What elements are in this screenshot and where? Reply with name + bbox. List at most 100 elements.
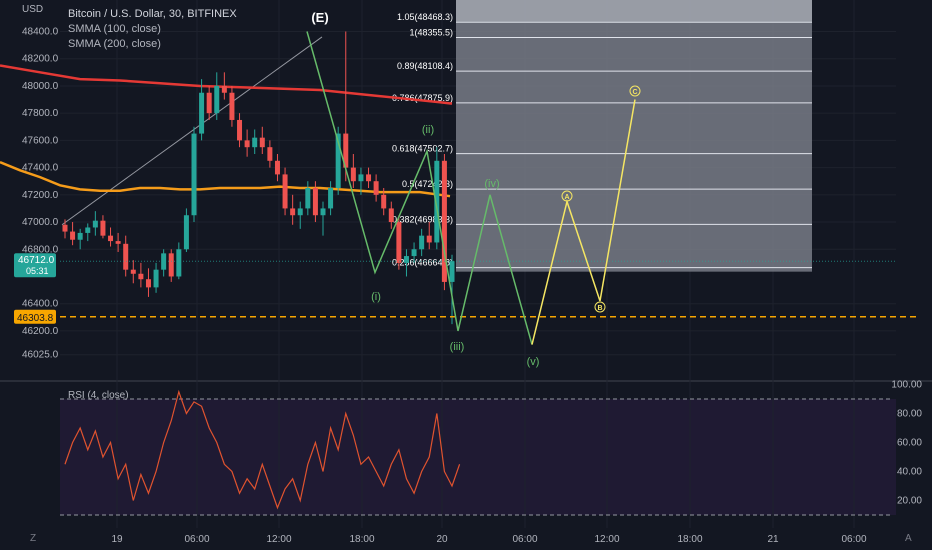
chart-title: Bitcoin / U.S. Dollar, 30, BITFINEX [68,8,237,20]
price-tick: 46400.0 [22,299,59,310]
candle-body [221,85,227,93]
candle-body [373,181,379,195]
indicator-smma100[interactable]: SMMA (100, close) [68,23,161,35]
wave-label-E: (E) [311,10,328,25]
candle-body [297,208,303,216]
rsi-tick: 40.00 [897,467,922,478]
level-value: 46303.8 [17,313,54,324]
candle-body [320,208,326,216]
level-tag [14,309,56,324]
rsi-tick: 80.00 [897,409,922,420]
candle-body [85,227,91,233]
candle-body [77,232,83,240]
wave-label-iii: (iii) [450,341,465,353]
wave-label-C: C [632,89,637,96]
wave-label-A-circle [561,190,573,202]
candle-body [62,224,68,232]
candle-body [108,235,114,242]
candle-body [191,133,197,216]
wave-label-v: (v) [527,356,540,368]
candle-body [381,194,387,209]
candle-body [441,160,447,282]
price-tick: 47000.0 [22,217,59,228]
wave-green [306,31,533,345]
fib-label: 0.786(47875.9) [392,93,453,103]
auto-scale-icon[interactable]: A [905,533,912,544]
wave-label-iv: (iv) [484,178,499,190]
countdown-value: 05:31 [26,266,49,276]
fib-zone [456,0,812,272]
time-tick: 06:00 [841,534,866,545]
wave-label-B-circle [594,301,606,313]
rsi-line [64,389,461,510]
candle-body [130,269,136,274]
candle-body [229,92,235,120]
current-price-value: 46712.0 [18,255,55,266]
rsi-tick: 60.00 [897,438,922,449]
candle-body [449,261,455,282]
chart-legend: Bitcoin / U.S. Dollar, 30, BITFINEX SMMA… [68,7,237,52]
candle-body [92,220,98,228]
price-tick: 47600.0 [22,135,59,146]
candle-body [411,249,417,257]
rsi-tick: 100.00 [891,380,922,391]
candle-body [206,92,212,114]
candle-body [115,241,121,244]
candle-body [70,231,76,240]
currency-label: USD [22,4,44,15]
zoom-icon[interactable]: Z [30,533,37,544]
time-tick: 12:00 [594,534,619,545]
candle-body [237,119,243,141]
candle-body [100,220,106,236]
price-tick: 46025.0 [22,350,59,361]
candle-body [305,188,311,209]
price-tick: 46200.0 [22,326,59,337]
wave-label-i: (i) [371,291,381,303]
candle-body [434,160,440,243]
candle-body [168,253,174,277]
candle-body [426,235,432,243]
wave-yellow [531,99,636,345]
candle-body [419,235,425,250]
indicator-smma200[interactable]: SMMA (200, close) [68,38,161,50]
price-tick: 47400.0 [22,163,59,174]
candle-body [366,174,372,182]
fib-top-band [456,0,812,23]
time-tick: 21 [767,534,779,545]
candle-body [183,215,189,250]
wave-label-ii: (ii) [422,124,434,136]
wave-label-A: A [564,194,569,201]
fib-label: 0.5(47242.3) [402,179,453,189]
price-tick: 48000.0 [22,81,59,92]
time-tick: 06:00 [512,534,537,545]
fib-label: 1.05(48468.3) [397,12,453,22]
candle-body [145,279,151,288]
fib-label: 0.89(48108.4) [397,61,453,71]
time-tick: 06:00 [184,534,209,545]
candle-body [274,160,280,175]
candle-body [282,174,288,209]
fib-label: 0.382(46983.3) [392,214,453,224]
fib-label: 0.618(47502.7) [392,144,453,154]
candle-body [252,137,258,148]
candle-body [312,188,318,216]
fib-label: 0.236(46664.8) [392,258,453,268]
candle-body [153,269,159,288]
candle-body [358,174,364,182]
time-tick: 20 [436,534,448,545]
price-tick: 47800.0 [22,108,59,119]
candle-body [350,167,356,182]
time-tick: 19 [111,534,123,545]
candle-body [199,92,205,134]
candle-body [259,137,265,148]
time-tick: 12:00 [266,534,291,545]
candle-body [403,256,409,263]
price-tick: 46800.0 [22,244,59,255]
candle-body [138,273,144,280]
candle-body [244,140,250,148]
candle-body [161,253,167,270]
price-tick: 48200.0 [22,54,59,65]
candle-body [290,208,296,216]
rsi-tick: 20.00 [897,496,922,507]
